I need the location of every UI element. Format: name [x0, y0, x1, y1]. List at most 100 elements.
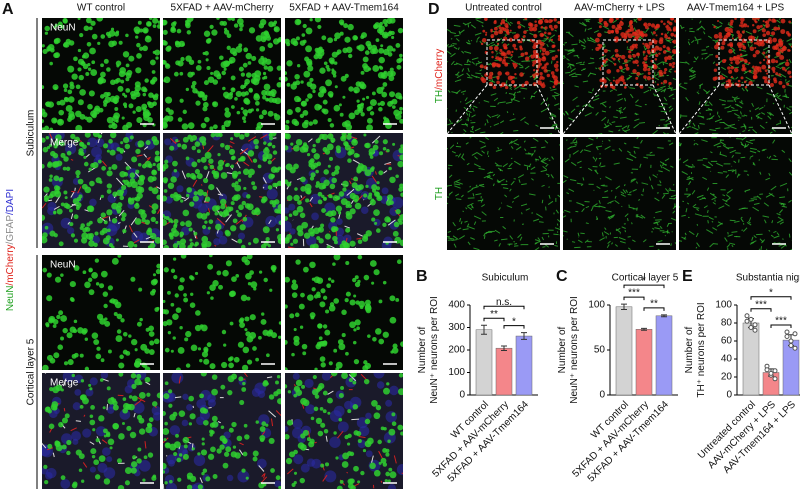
neuron	[129, 172, 136, 179]
neuron	[346, 134, 352, 140]
fiber	[731, 244, 734, 248]
neuron	[220, 204, 226, 210]
neuron	[348, 148, 355, 155]
gfap	[387, 219, 396, 226]
fiber	[670, 165, 674, 168]
neuron	[352, 138, 357, 143]
neuron	[127, 240, 135, 248]
fiber	[495, 149, 503, 152]
neuron	[120, 318, 125, 323]
neuron	[60, 336, 65, 341]
fiber	[485, 43, 491, 47]
fiber	[513, 245, 516, 247]
neuron	[42, 48, 48, 55]
fiber	[577, 239, 583, 244]
fiber	[453, 63, 458, 66]
neuron	[96, 346, 101, 351]
fiber	[476, 40, 478, 43]
mcherry	[599, 20, 602, 23]
column-header: WT control	[77, 3, 125, 14]
neuron	[370, 48, 376, 55]
y-tick-label: 300	[448, 322, 465, 333]
fiber	[528, 163, 532, 167]
neuron	[295, 139, 303, 146]
fiber	[566, 192, 570, 195]
neuron	[73, 238, 79, 243]
neuron	[220, 142, 225, 148]
neuron	[143, 28, 148, 34]
neuron	[111, 123, 118, 130]
micrograph-content	[285, 133, 403, 248]
neuron	[230, 75, 236, 81]
fiber	[654, 80, 657, 83]
neuron	[295, 259, 301, 265]
fiber	[505, 92, 507, 94]
mcherry	[736, 56, 741, 61]
neuron	[216, 18, 220, 20]
neuron	[315, 181, 320, 186]
neuron	[289, 313, 295, 319]
neuron	[230, 201, 235, 206]
fiber	[679, 51, 681, 54]
fiber	[563, 230, 568, 233]
neuron	[219, 20, 225, 26]
fiber	[722, 121, 729, 127]
fiber	[712, 61, 716, 64]
fiber	[516, 62, 524, 67]
fiber	[573, 54, 579, 57]
mcherry	[666, 20, 670, 24]
fiber	[467, 202, 474, 207]
neuron	[347, 158, 352, 163]
fiber	[684, 232, 687, 236]
mcherry	[502, 21, 506, 25]
neuron	[165, 442, 170, 448]
gfap	[178, 376, 181, 384]
neuron	[244, 133, 250, 138]
neuron	[235, 209, 239, 213]
fiber	[670, 194, 676, 198]
mcherry	[730, 75, 734, 79]
neuron	[303, 119, 309, 125]
neuron	[276, 81, 281, 88]
error-bar	[501, 345, 507, 351]
neuron	[354, 198, 358, 203]
fiber	[786, 107, 792, 111]
fiber	[540, 157, 546, 162]
neuron	[62, 18, 68, 24]
mcherry	[609, 84, 614, 89]
neuron	[179, 277, 185, 283]
neuron	[331, 70, 337, 76]
neuron	[173, 275, 178, 280]
mcherry	[646, 49, 651, 54]
fiber	[760, 246, 763, 250]
fiber	[452, 235, 459, 240]
neuron	[314, 103, 322, 111]
neuron	[58, 178, 62, 182]
fiber	[509, 140, 513, 145]
neuron	[97, 134, 102, 139]
fiber	[750, 240, 757, 244]
neuron	[223, 67, 227, 71]
dapi	[237, 232, 246, 240]
neuron	[252, 237, 259, 244]
mcherry	[762, 58, 766, 62]
dapi	[187, 443, 196, 452]
neuron	[392, 142, 396, 146]
neuron	[307, 153, 311, 157]
fiber	[765, 49, 769, 54]
fiber	[506, 43, 510, 47]
fiber	[524, 148, 527, 152]
fiber	[788, 171, 792, 176]
mcherry	[635, 46, 638, 49]
fiber	[732, 66, 739, 69]
neuron	[385, 452, 390, 457]
dapi	[165, 482, 178, 489]
neuron	[180, 56, 185, 62]
significance-bracket	[770, 324, 792, 328]
neuron	[113, 312, 118, 317]
neuron	[186, 30, 192, 35]
fiber	[448, 44, 455, 48]
neuron	[246, 255, 253, 260]
zoom-line	[652, 84, 677, 135]
gfap	[192, 405, 195, 408]
